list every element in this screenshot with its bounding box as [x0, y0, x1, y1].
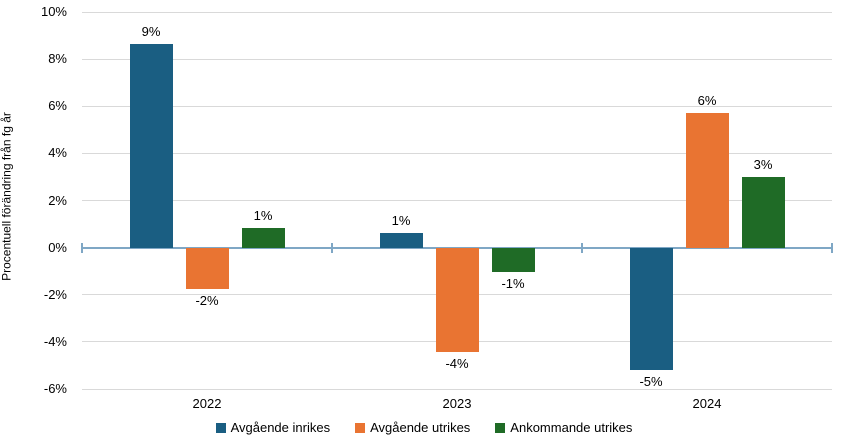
- bar: [185, 247, 229, 289]
- legend: Avgående inrikes Avgående utrikes Ankomman…: [0, 420, 848, 436]
- legend-item: Avgående inrikes: [215, 420, 331, 436]
- y-tick-label: -2%: [43, 286, 67, 302]
- legend-label: Ankommande utrikes: [510, 420, 633, 435]
- bar: [685, 113, 729, 248]
- legend-swatch-icon: [495, 423, 506, 433]
- y-tick-label: -4%: [43, 333, 67, 349]
- gridline: [82, 152, 832, 154]
- gridline: [82, 58, 832, 60]
- x-category-label: 2024: [692, 396, 722, 411]
- y-tick-label: 2%: [48, 192, 67, 208]
- y-tick-label: 0%: [48, 239, 67, 255]
- axis-tick: [331, 242, 333, 253]
- bar-value-label: 9%: [141, 23, 161, 39]
- y-tick-label: -6%: [43, 381, 67, 396]
- y-tick-label: 6%: [48, 98, 67, 114]
- bar: [491, 247, 535, 273]
- bar-value-label: 3%: [753, 156, 773, 172]
- gridline: [82, 11, 832, 13]
- axis-tick: [831, 242, 833, 253]
- bar-value-label: -4%: [445, 356, 469, 372]
- y-axis-title: Procentuell förändring från fg år: [0, 112, 14, 281]
- axis-tick: [581, 242, 583, 253]
- y-tick-label: 4%: [48, 145, 67, 161]
- legend-label: Avgående utrikes: [370, 420, 471, 435]
- legend-item: Ankommande utrikes: [495, 420, 632, 436]
- y-tick-label: 10%: [40, 4, 67, 19]
- bar: [129, 43, 173, 248]
- gridline: [82, 200, 832, 201]
- bar-value-label: -2%: [195, 292, 219, 308]
- legend-item: Avgående utrikes: [355, 420, 470, 436]
- bar: [379, 233, 423, 248]
- bar-value-label: -5%: [639, 374, 663, 390]
- bar-value-label: 6%: [697, 93, 717, 109]
- x-category-label: 2023: [442, 396, 472, 411]
- x-category-label: 2022: [192, 396, 222, 411]
- bar: [629, 247, 673, 371]
- axis-tick: [81, 242, 83, 253]
- bar: [435, 247, 479, 353]
- bar-value-label: 1%: [391, 213, 411, 229]
- legend-swatch-icon: [355, 423, 366, 433]
- bar: [241, 227, 285, 248]
- gridline: [82, 388, 832, 390]
- legend-label: Avgående inrikes: [230, 420, 331, 435]
- y-tick-label: 8%: [48, 51, 67, 67]
- bar-value-label: -1%: [501, 276, 525, 292]
- bar-value-label: 1%: [253, 207, 273, 223]
- bar: [741, 176, 785, 248]
- gridline: [82, 105, 832, 107]
- legend-swatch-icon: [215, 423, 226, 433]
